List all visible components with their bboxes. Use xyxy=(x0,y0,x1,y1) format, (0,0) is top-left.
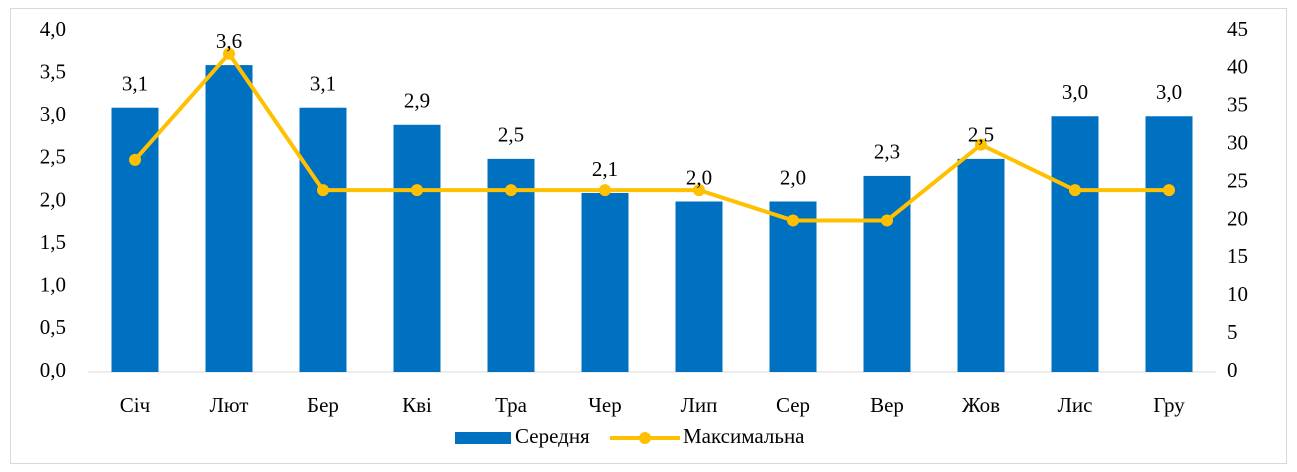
x-tick-label: Кві xyxy=(402,393,432,417)
y-tick-label: 3,0 xyxy=(40,102,66,126)
bar xyxy=(111,107,159,372)
y2-tick-label: 30 xyxy=(1227,130,1248,154)
x-tick-label: Лют xyxy=(210,393,249,417)
line-marker xyxy=(1163,184,1175,197)
data-label: 3,0 xyxy=(1062,80,1088,104)
legend-swatch xyxy=(455,432,511,444)
x-tick-label: Гру xyxy=(1153,393,1185,417)
line-marker xyxy=(881,214,893,227)
y2-tick-label: 40 xyxy=(1227,55,1248,79)
line-marker xyxy=(505,184,517,197)
bar xyxy=(1051,116,1099,372)
x-tick-label: Бер xyxy=(307,393,339,417)
data-label: 3,1 xyxy=(122,72,148,96)
x-tick-label: Жов xyxy=(962,393,1000,417)
y-tick-label: 1,5 xyxy=(40,230,66,254)
y2-tick-label: 45 xyxy=(1227,17,1248,41)
data-label: 2,0 xyxy=(780,165,806,189)
bar xyxy=(1145,116,1193,372)
bar xyxy=(393,124,441,373)
data-label: 3,0 xyxy=(1156,80,1182,104)
y-tick-label: 4,0 xyxy=(40,17,66,41)
data-label: 2,1 xyxy=(592,157,618,181)
data-label: 2,9 xyxy=(404,89,430,113)
bar xyxy=(581,192,629,372)
y2-tick-label: 35 xyxy=(1227,93,1248,117)
legend-label: Середня xyxy=(515,424,590,448)
y-tick-label: 2,5 xyxy=(40,145,66,169)
data-label: 2,3 xyxy=(874,140,900,164)
line-marker xyxy=(317,184,329,197)
x-tick-label: Лип xyxy=(681,393,718,417)
y-tick-label: 0,0 xyxy=(40,358,66,382)
x-tick-label: Лис xyxy=(1058,393,1093,417)
line-marker xyxy=(411,184,423,197)
y2-tick-label: 10 xyxy=(1227,282,1248,306)
line-marker xyxy=(975,138,987,151)
line-marker xyxy=(787,214,799,227)
x-tick-label: Січ xyxy=(120,393,151,417)
data-label: 2,0 xyxy=(686,165,712,189)
data-label: 2,5 xyxy=(968,123,994,147)
y-tick-label: 2,0 xyxy=(40,187,66,211)
bar xyxy=(205,65,253,372)
bar xyxy=(957,158,1005,372)
x-tick-label: Вер xyxy=(870,393,904,417)
y-tick-label: 0,5 xyxy=(40,315,66,339)
y2-tick-label: 5 xyxy=(1227,320,1238,344)
y2-tick-label: 20 xyxy=(1227,206,1248,230)
y2-tick-label: 15 xyxy=(1227,244,1248,268)
line-marker xyxy=(129,153,141,166)
x-tick-label: Тра xyxy=(495,393,528,417)
line xyxy=(133,50,1169,223)
y2-tick-label: 25 xyxy=(1227,168,1248,192)
x-tick-label: Сер xyxy=(776,393,810,417)
x-tick-label: Чер xyxy=(588,393,621,417)
data-label: 3,6 xyxy=(216,29,242,53)
y-tick-label: 3,5 xyxy=(40,59,66,83)
bar xyxy=(299,107,347,372)
line-marker xyxy=(599,184,611,197)
line-marker xyxy=(1069,184,1081,197)
data-label: 2,5 xyxy=(498,123,524,147)
y2-tick-label: 0 xyxy=(1227,358,1238,382)
bar xyxy=(675,201,723,372)
bar xyxy=(769,201,817,372)
y-tick-label: 1,0 xyxy=(40,273,66,297)
line-marker xyxy=(693,184,705,197)
line-marker xyxy=(223,47,235,60)
legend-marker xyxy=(639,432,651,444)
data-label: 3,1 xyxy=(310,72,336,96)
legend-label: Максимальна xyxy=(683,424,805,448)
